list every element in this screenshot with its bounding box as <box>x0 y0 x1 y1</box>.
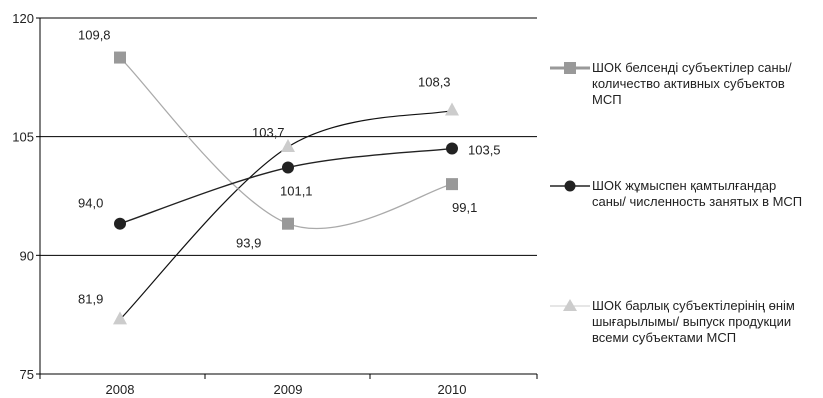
x-tick-label: 2010 <box>438 382 467 397</box>
data-label: 81,9 <box>78 291 103 306</box>
data-label: 101,1 <box>280 184 313 199</box>
data-point <box>445 102 459 116</box>
y-tick-label: 120 <box>12 11 34 26</box>
legend-label-line: ШОК барлық субъектілерінің өнім <box>592 298 795 313</box>
legend-key-circle <box>550 180 590 192</box>
data-label: 109,8 <box>78 28 111 43</box>
data-point <box>446 178 458 191</box>
legend-key-square <box>550 62 590 74</box>
data-point <box>281 138 295 152</box>
data-label: 94,0 <box>78 196 103 211</box>
legend-label-line: ШОК белсенді субъектілер саны/ <box>592 60 792 75</box>
data-label: 103,7 <box>252 125 285 140</box>
legend-entry-output: ШОК барлық субъектілерінің өнім шығарылы… <box>550 298 820 346</box>
data-point <box>446 142 458 155</box>
legend-entry-employment: ШОК жұмыспен қамтылғандар саны/ численно… <box>550 178 820 210</box>
legend-label-line: ШОК жұмыспен қамтылғандар <box>592 178 777 193</box>
y-tick-label: 105 <box>12 130 34 145</box>
y-tick-label: 75 <box>20 367 34 382</box>
data-point <box>114 217 126 230</box>
y-tick-label: 90 <box>20 248 34 263</box>
series-line <box>119 109 453 320</box>
data-label: 103,5 <box>468 143 501 158</box>
data-label: 93,9 <box>236 236 261 251</box>
x-tick-label: 2008 <box>106 382 135 397</box>
data-point <box>114 51 126 64</box>
legend-label-line: МСП <box>592 92 622 107</box>
axes <box>36 17 538 379</box>
x-tick-label: 2009 <box>274 382 303 397</box>
legend-label-line: количество активных субъектов <box>592 76 785 91</box>
data-point <box>282 217 294 230</box>
legend-label-line: шығарылымы/ выпуск продукции <box>592 314 792 329</box>
data-label: 108,3 <box>418 75 451 90</box>
tick-labels: 120 105 90 75 2008 2009 2010 <box>12 11 466 397</box>
legend-label-line: саны/ численность занятых в МСП <box>592 194 803 209</box>
data-labels: 81,9 103,7 108,3 109,8 93,9 99,1 94,0 101,1 103,… <box>78 28 501 307</box>
grid <box>40 17 537 375</box>
legend-key-triangle <box>550 299 590 311</box>
data-point <box>282 161 294 174</box>
series-group <box>113 51 459 325</box>
legend-label-line: всеми субъектами МСП <box>592 330 737 345</box>
data-label: 99,1 <box>452 200 477 215</box>
legend-entry-active-subjects: ШОК белсенді субъектілер саны/ количеств… <box>550 60 820 108</box>
data-point <box>113 311 127 325</box>
